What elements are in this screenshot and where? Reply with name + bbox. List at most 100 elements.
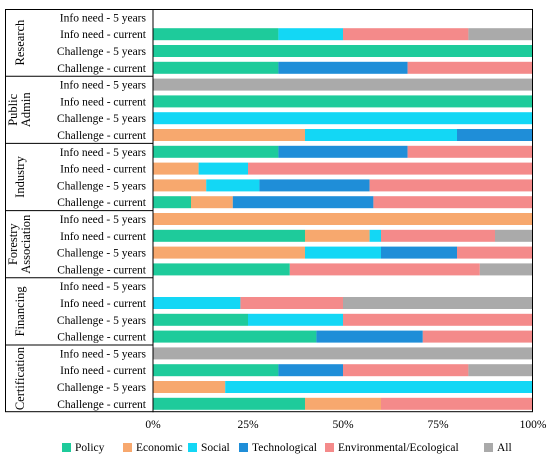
row-label: Info need - current bbox=[60, 365, 147, 377]
bar-segment-technological bbox=[278, 364, 343, 377]
legend-swatch bbox=[123, 443, 132, 452]
x-tick-label: 75% bbox=[427, 419, 449, 431]
bar-segment-policy bbox=[153, 330, 317, 343]
bar-segment-economic bbox=[153, 179, 207, 192]
bar-segment-economic bbox=[305, 229, 370, 242]
x-tick-label: 25% bbox=[237, 419, 259, 431]
group-label: ForestryAssociation bbox=[6, 214, 33, 274]
row-label: Info need - current bbox=[60, 164, 147, 176]
bar-segment-policy bbox=[153, 313, 248, 326]
row-label: Info need - 5 years bbox=[60, 281, 147, 293]
bar-segment-technological bbox=[278, 145, 408, 158]
bar-segment-environmental-ecological bbox=[343, 28, 469, 41]
bar-segment-policy bbox=[153, 45, 533, 57]
bar-segment-all bbox=[479, 263, 533, 276]
bar-segment-environmental-ecological bbox=[381, 397, 533, 410]
row-label: Info need - current bbox=[60, 29, 147, 41]
row-label: Info need - 5 years bbox=[60, 147, 147, 159]
bar-segment-policy bbox=[153, 229, 305, 242]
bar-segment-social bbox=[369, 229, 381, 242]
group-label: Financing bbox=[13, 286, 27, 337]
bar-segment-environmental-ecological bbox=[289, 263, 480, 276]
group-label-line: Association bbox=[19, 214, 33, 274]
bar-segment-policy bbox=[153, 397, 305, 410]
row-label: Challenge - 5 years bbox=[57, 382, 147, 394]
x-tick-label: 50% bbox=[332, 419, 354, 431]
row-label: Challenge - current bbox=[57, 264, 147, 276]
row-label: Challenge - 5 years bbox=[57, 248, 147, 260]
bar-segment-social bbox=[278, 28, 343, 41]
bar-segment-social bbox=[198, 162, 248, 175]
group-label: Research bbox=[13, 19, 27, 66]
bar-segment-social bbox=[305, 246, 381, 259]
bar-segment-technological bbox=[381, 246, 457, 259]
legend-label: Policy bbox=[75, 442, 105, 454]
legend-swatch bbox=[188, 443, 197, 452]
bar-segment-environmental-ecological bbox=[422, 330, 533, 343]
bar-segment-policy bbox=[153, 196, 191, 209]
bar-segment-environmental-ecological bbox=[343, 364, 469, 377]
bar-segment-environmental-ecological bbox=[381, 229, 495, 242]
bar-segment-policy bbox=[153, 28, 279, 41]
row-label: Challenge - current bbox=[57, 130, 147, 142]
bar-segment-social bbox=[206, 179, 260, 192]
row-label: Challenge - 5 years bbox=[57, 113, 147, 125]
legend-label: Technological bbox=[252, 442, 317, 454]
row-label: Info need - 5 years bbox=[60, 214, 147, 226]
row-label: Challenge - 5 years bbox=[57, 180, 147, 192]
bar-segment-environmental-ecological bbox=[369, 179, 533, 192]
legend-label: Environmental/Ecological bbox=[338, 442, 459, 454]
bar-segment-social bbox=[305, 129, 457, 141]
legend-swatch bbox=[239, 443, 248, 452]
group-label: Certification bbox=[13, 346, 27, 410]
bar-segment-all bbox=[343, 297, 533, 309]
bar-segment-environmental-ecological bbox=[407, 145, 533, 158]
bar-segment-environmental-ecological bbox=[373, 196, 533, 209]
bar-segment-environmental-ecological bbox=[457, 246, 533, 259]
row-label: Challenge - current bbox=[57, 197, 147, 209]
legend-label: Social bbox=[201, 442, 230, 454]
x-tick-label: 100% bbox=[520, 419, 547, 431]
bar-segment-environmental-ecological bbox=[240, 297, 343, 309]
row-label: Info need - 5 years bbox=[60, 12, 147, 24]
row-label: Info need - 5 years bbox=[60, 80, 147, 92]
bar-segment-policy bbox=[153, 145, 279, 158]
bar-segment-policy bbox=[153, 263, 290, 276]
row-label: Info need - current bbox=[60, 231, 147, 243]
bar-segment-technological bbox=[278, 61, 408, 74]
bar-segment-environmental-ecological bbox=[343, 313, 533, 326]
bar-segment-policy bbox=[153, 364, 279, 377]
bar-segment-all bbox=[468, 364, 533, 377]
row-label: Challenge - current bbox=[57, 332, 147, 344]
bar-segment-economic bbox=[153, 213, 533, 225]
bar-segment-economic bbox=[153, 246, 305, 259]
row-label: Challenge - 5 years bbox=[57, 315, 147, 327]
bar-segment-all bbox=[153, 347, 533, 360]
bar-segment-social bbox=[153, 112, 533, 125]
bar-segment-economic bbox=[153, 381, 226, 393]
legend-label: All bbox=[497, 442, 512, 454]
bar-segment-technological bbox=[259, 179, 370, 192]
bar-segment-economic bbox=[153, 162, 199, 175]
bar-segment-environmental-ecological bbox=[407, 61, 533, 74]
bar-segment-economic bbox=[153, 129, 305, 141]
row-label: Challenge - current bbox=[57, 399, 147, 411]
row-label: Challenge - 5 years bbox=[57, 46, 147, 58]
row-label: Info need - 5 years bbox=[60, 348, 147, 360]
bar-segment-all bbox=[468, 28, 533, 41]
bar-segment-social bbox=[153, 297, 241, 309]
legend-swatch bbox=[325, 443, 334, 452]
bar-segment-all bbox=[153, 78, 533, 91]
group-label-line: Admin bbox=[19, 92, 33, 127]
bar-segment-social bbox=[225, 381, 533, 393]
bar-segment-environmental-ecological bbox=[248, 162, 533, 175]
bar-segment-policy bbox=[153, 95, 533, 108]
row-label: Info need - current bbox=[60, 96, 147, 108]
legend-label: Economic bbox=[136, 442, 183, 454]
bar-segment-technological bbox=[316, 330, 423, 343]
bar-segment-policy bbox=[153, 61, 279, 74]
bar-segment-economic bbox=[191, 196, 233, 209]
bar-segment-social bbox=[248, 313, 343, 326]
legend-swatch bbox=[62, 443, 71, 452]
